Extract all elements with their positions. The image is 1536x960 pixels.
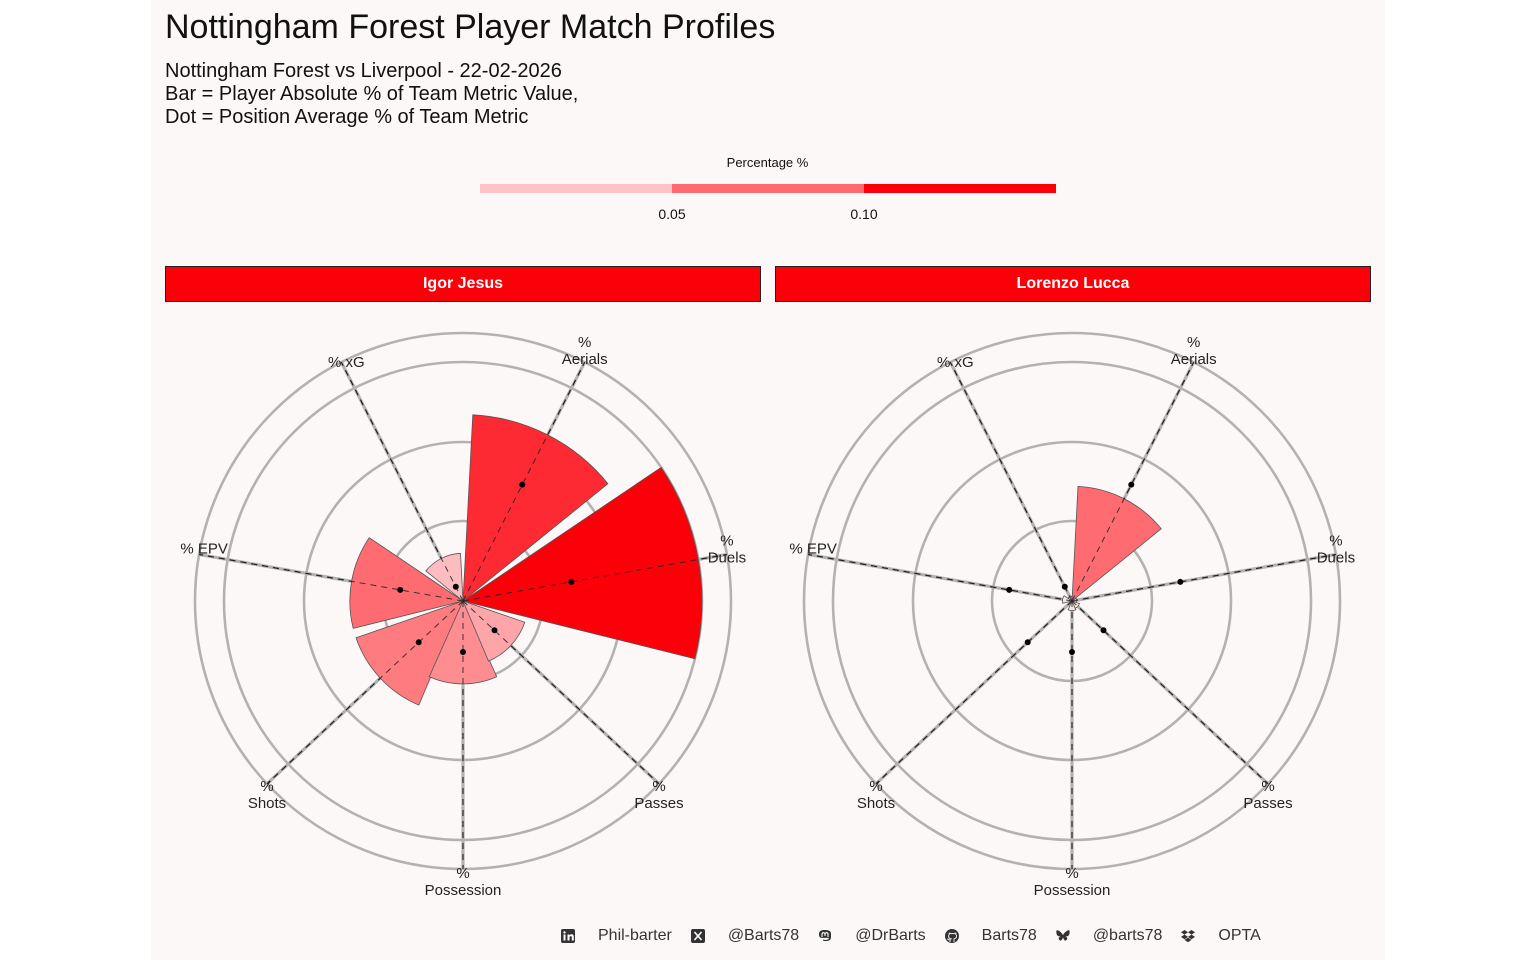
axis-label: Passes [634, 795, 683, 812]
spoke-dashed-overlay [198, 553, 464, 602]
axis-label-top: % [1329, 533, 1342, 550]
subtitle-line-3: Dot = Position Average % of Team Metric [165, 106, 529, 128]
spoke-dashed-overlay [1071, 553, 1337, 602]
position-average-dot [1177, 578, 1184, 585]
position-average-dot [1069, 649, 1075, 655]
linkedin-icon [560, 928, 576, 944]
spoke-dashed-overlay [340, 361, 464, 602]
spoke-dashed-overlay [266, 600, 464, 785]
spoke-dashed-overlay [1071, 361, 1195, 602]
legend-title: Percentage % [726, 155, 809, 170]
axis-label-top: % [260, 778, 273, 795]
position-average-dot [415, 639, 422, 646]
axis-label-top: % [869, 778, 882, 795]
x-twitter-icon [690, 928, 706, 944]
axis-label-top: % [1261, 778, 1274, 795]
axis-label: Aerials [562, 351, 608, 368]
position-average-dot [491, 627, 498, 634]
mastodon-icon [817, 928, 833, 944]
axis-label: % EPV [180, 541, 228, 558]
axis-label: Duels [1317, 550, 1355, 567]
axis-label-top: % [1065, 865, 1078, 882]
facet-strip-igor-jesus: Igor Jesus [165, 266, 761, 302]
position-average-dot [1061, 583, 1068, 590]
axis-label: Shots [248, 795, 286, 812]
facet-strip-lorenzo-lucca: Lorenzo Lucca [775, 266, 1371, 302]
position-average-dot [1128, 481, 1135, 488]
page-title: Nottingham Forest Player Match Profiles [165, 8, 776, 46]
github-icon [944, 928, 960, 944]
axis-label: Possession [425, 882, 502, 899]
bar-wedge [462, 466, 703, 660]
axis-label-top: % [1187, 334, 1200, 351]
spoke-dashed-overlay [462, 553, 728, 602]
bar-wedge [1071, 485, 1162, 602]
axis-label: % xG [937, 354, 974, 371]
axis-label-top: % [720, 533, 733, 550]
axis-label: Possession [1034, 882, 1111, 899]
axis-label: % EPV [789, 541, 837, 558]
subtitle-line-1: Nottingham Forest vs Liverpool - 22-02-2… [165, 60, 562, 82]
axis-label: Duels [708, 550, 746, 567]
spoke-dashed-overlay [875, 600, 1073, 785]
spoke-dashed-overlay [949, 361, 1073, 602]
legend-colorbar [480, 184, 1056, 193]
plot-background [151, 0, 1385, 960]
mastodon-handle: @DrBarts [855, 927, 926, 944]
axis-label-top: % [578, 334, 591, 351]
position-average-dot [1006, 586, 1013, 593]
position-average-dot [1100, 627, 1107, 634]
github-handle: Barts78 [981, 927, 1037, 944]
axis-label: Shots [857, 795, 895, 812]
position-average-dot [568, 578, 575, 585]
position-average-dot [460, 649, 466, 655]
subtitle-line-2: Bar = Player Absolute % of Team Metric V… [165, 83, 579, 105]
bar-wedge [462, 414, 609, 602]
axis-label: % xG [328, 354, 365, 371]
linkedin-handle: Phil-barter [598, 927, 672, 944]
spoke-dashed-overlay [462, 361, 586, 602]
axis-label-top: % [652, 778, 665, 795]
data-source: OPTA [1218, 927, 1261, 944]
position-average-dot [452, 583, 459, 590]
position-average-dot [1024, 639, 1031, 646]
spoke-dashed-overlay [807, 553, 1073, 602]
dropbox-icon [1180, 928, 1196, 944]
position-average-dot [519, 481, 526, 488]
legend-segment-high [864, 184, 1056, 193]
position-average-dot [397, 586, 404, 593]
legend-tick-label: 0.10 [850, 206, 878, 222]
legend-segment-mid [672, 184, 864, 193]
legend-tick-label: 0.05 [658, 206, 686, 222]
footer-credits: Phil-barter @Barts78 @DrBarts Barts78 @b… [560, 924, 1279, 948]
x-handle: @Barts78 [727, 927, 800, 944]
legend-segment-low [480, 184, 672, 193]
axis-label: Passes [1243, 795, 1292, 812]
axis-label: Aerials [1171, 351, 1217, 368]
axis-label-top: % [456, 865, 469, 882]
bluesky-icon [1055, 928, 1071, 944]
bluesky-handle: @barts78 [1092, 927, 1163, 944]
